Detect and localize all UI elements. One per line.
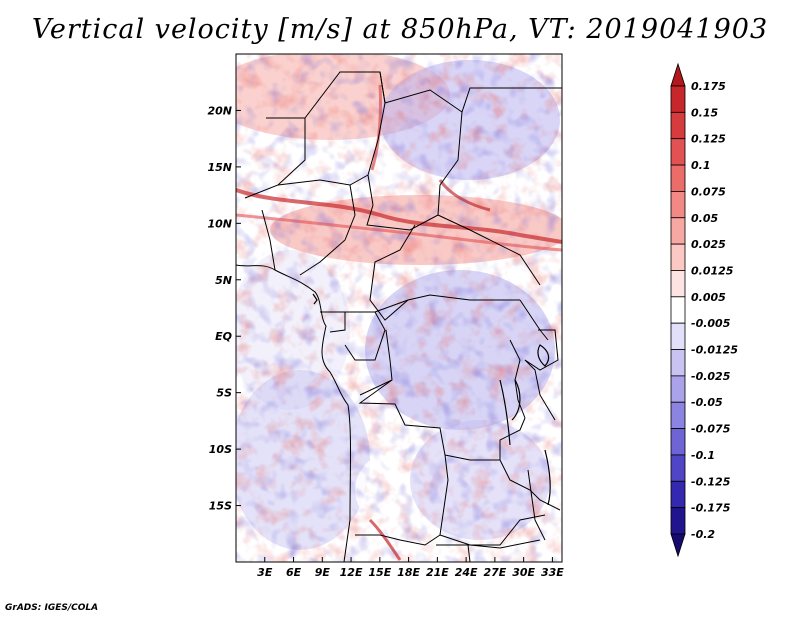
colorbar-swatch bbox=[670, 454, 686, 482]
colorbar-label: 0.075 bbox=[691, 185, 726, 198]
lon-tick-label: 33E bbox=[541, 566, 564, 579]
footer-credit: GrADS: IGES/COLA bbox=[5, 603, 99, 613]
colorbar-swatch bbox=[670, 375, 686, 403]
colorbar-swatch bbox=[670, 217, 686, 245]
lon-tick-label: 24E bbox=[455, 566, 478, 579]
lon-tick-label: 18E bbox=[397, 566, 420, 579]
colorbar-label: 0.025 bbox=[691, 238, 726, 251]
lat-tick-label: 10N bbox=[207, 217, 232, 230]
colorbar-label: -0.0125 bbox=[691, 344, 738, 357]
axis-ticks bbox=[236, 109, 553, 562]
lat-tick-label: 20N bbox=[207, 104, 232, 117]
colorbar-swatch bbox=[670, 507, 686, 535]
velocity-field bbox=[236, 54, 562, 562]
colorbar-label: -0.175 bbox=[691, 502, 731, 515]
lon-tick-label: 21E bbox=[426, 566, 449, 579]
lat-tick-label: 5N bbox=[215, 274, 232, 287]
colorbar-label: 0.15 bbox=[691, 106, 718, 119]
lon-tick-label: 12E bbox=[340, 566, 363, 579]
colorbar-label: -0.025 bbox=[691, 370, 731, 383]
colorbar-swatch bbox=[670, 164, 686, 192]
lat-tick-label: 15N bbox=[207, 161, 232, 174]
longitude-axis: 3E 6E 9E 12E 15E 18E 21E 24E 27E 30E 33E bbox=[257, 566, 564, 579]
colorbar-swatch bbox=[670, 401, 686, 429]
colorbar-label: -0.1 bbox=[691, 449, 715, 462]
colorbar-label: -0.125 bbox=[691, 475, 731, 488]
lon-tick-label: 9E bbox=[315, 566, 331, 579]
map-frame bbox=[235, 53, 563, 563]
colorbar-swatch bbox=[670, 480, 686, 509]
lon-tick-label: 30E bbox=[512, 566, 535, 579]
colorbar-label: 0.1 bbox=[691, 159, 711, 172]
lat-tick-label: 15S bbox=[209, 500, 232, 513]
lat-tick-label: 10S bbox=[209, 443, 232, 456]
colorbar-label: -0.005 bbox=[691, 317, 731, 330]
colorbar-label: -0.05 bbox=[691, 396, 723, 409]
colorbar-label: 0.005 bbox=[691, 291, 726, 304]
lon-tick-label: 27E bbox=[483, 566, 506, 579]
colorbar-swatch bbox=[670, 296, 686, 324]
colorbar-label: 0.05 bbox=[691, 212, 718, 225]
colorbar-label: 0.175 bbox=[691, 80, 726, 93]
colorbar-swatch bbox=[670, 428, 686, 456]
colorbar-swatch bbox=[670, 62, 686, 87]
colorbar-swatch bbox=[670, 85, 686, 113]
colorbar-swatch bbox=[670, 533, 686, 558]
lat-tick-label: EQ bbox=[215, 330, 232, 343]
lat-tick-label: 5S bbox=[216, 387, 232, 400]
colorbar-label: -0.075 bbox=[691, 423, 731, 436]
map-title: Vertical velocity [m/s] at 850hPa, VT: 2… bbox=[31, 14, 769, 45]
colorbar-swatch bbox=[670, 111, 686, 140]
lakes bbox=[312, 293, 551, 506]
colorbar-swatch bbox=[670, 270, 686, 298]
latitude-axis: 20N 15N 10N 5N EQ 5S 10S 15S bbox=[207, 104, 232, 512]
colorbar-label: -0.2 bbox=[691, 528, 715, 541]
lon-tick-label: 6E bbox=[286, 566, 302, 579]
colorbar-swatch bbox=[670, 243, 686, 271]
colorbar-swatch bbox=[670, 349, 686, 377]
colorbar-swatch bbox=[670, 322, 686, 350]
colorbar-label: 0.0125 bbox=[691, 264, 734, 277]
colorbar-swatch bbox=[670, 191, 686, 219]
lon-tick-label: 15E bbox=[368, 566, 391, 579]
colorbar: 0.175 0.15 0.125 0.1 0.075 0.05 0.025 0.0125 0.0… bbox=[670, 62, 738, 558]
colorbar-label: 0.125 bbox=[691, 133, 726, 146]
lon-tick-label: 3E bbox=[257, 566, 273, 579]
country-borders bbox=[236, 71, 562, 562]
colorbar-swatch bbox=[670, 138, 686, 166]
